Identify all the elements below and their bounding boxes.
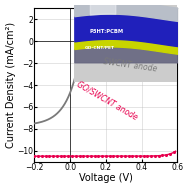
Point (63, 155, 66, 158)
Point (33, 155, 36, 158)
Text: GO/SWCNT anode: GO/SWCNT anode (75, 80, 139, 122)
Point (40, 155, 43, 158)
Point (116, 155, 119, 158)
X-axis label: Voltage (V): Voltage (V) (79, 174, 133, 184)
Point (105, 155, 108, 158)
Point (78, 155, 81, 158)
Point (135, 155, 138, 158)
Point (89, 155, 92, 158)
Point (67, 155, 70, 158)
Point (169, 152, 172, 155)
Point (97, 155, 100, 158)
Point (52, 155, 55, 158)
Point (153, 154, 156, 157)
Point (131, 155, 134, 158)
Point (59, 155, 62, 158)
Point (48, 155, 51, 158)
Point (37, 155, 40, 158)
Point (86, 155, 89, 158)
Point (119, 155, 122, 158)
Point (165, 153, 168, 156)
Y-axis label: Current Density (mA/cm²): Current Density (mA/cm²) (5, 22, 15, 148)
Point (74, 155, 77, 158)
Point (146, 155, 149, 158)
Point (157, 154, 160, 157)
Point (127, 155, 130, 158)
Point (55, 155, 58, 158)
Point (82, 155, 85, 158)
Point (161, 154, 164, 157)
Point (138, 155, 141, 158)
Point (93, 155, 96, 158)
Point (70, 155, 74, 158)
Point (123, 155, 126, 158)
Point (142, 155, 145, 158)
Point (108, 155, 111, 158)
Point (112, 155, 115, 158)
Text: SWCNT anode: SWCNT anode (102, 57, 157, 74)
Point (44, 155, 47, 158)
Point (150, 155, 153, 158)
Point (101, 155, 104, 158)
Point (172, 151, 175, 154)
